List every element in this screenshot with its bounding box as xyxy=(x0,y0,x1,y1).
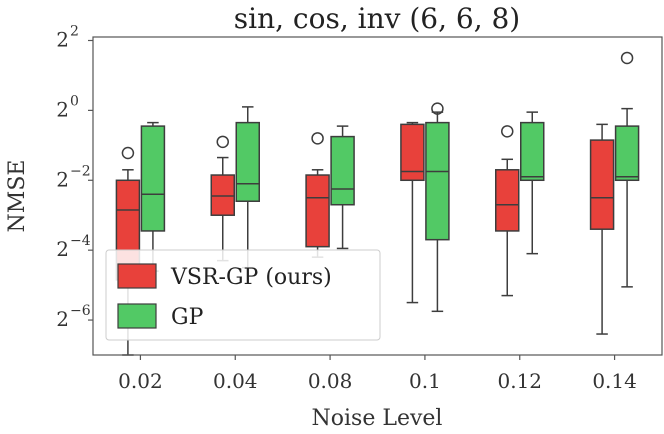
outlier-point xyxy=(501,125,514,138)
box-body xyxy=(305,174,330,248)
box-body xyxy=(520,121,545,182)
box-body xyxy=(210,174,235,216)
vsr-gp-ours-box-4 xyxy=(495,125,520,297)
outlier-point xyxy=(311,132,324,145)
outlier-point xyxy=(216,135,229,149)
y-tick-exponent: 0 xyxy=(70,93,79,109)
box-body xyxy=(400,123,425,182)
legend-label: GP xyxy=(171,305,204,330)
outlier-point xyxy=(121,146,135,160)
vsr-gp-ours-box-3 xyxy=(400,121,425,304)
y-tick-label: 2 xyxy=(56,97,69,121)
y-tick-exponent: −4 xyxy=(70,233,91,249)
plot-frame xyxy=(92,36,663,356)
vsr-gp-ours-box-5 xyxy=(589,123,615,335)
box-body xyxy=(495,169,520,232)
y-tick-label: 2 xyxy=(56,307,69,331)
box-body xyxy=(235,121,260,202)
gp-box-2 xyxy=(330,125,355,250)
y-tick-exponent: −6 xyxy=(70,303,91,319)
chart-title: sin, cos, inv (6, 6, 8) xyxy=(234,2,520,35)
x-tick-label: 0.12 xyxy=(497,369,542,393)
box-body xyxy=(614,125,640,182)
gp-box-4 xyxy=(520,111,545,255)
legend-swatch xyxy=(117,263,157,289)
y-tick-exponent: 2 xyxy=(70,23,79,39)
x-axis-label: Noise Level xyxy=(312,406,443,431)
outlier-point xyxy=(620,51,634,65)
y-tick-label: 2 xyxy=(56,237,69,261)
legend-swatch xyxy=(117,303,157,329)
box-body xyxy=(140,125,166,232)
box-body xyxy=(589,139,615,230)
y-tick-label: 2 xyxy=(56,167,69,191)
x-tick-label: 0.08 xyxy=(308,369,353,393)
gp-box-3 xyxy=(425,102,450,313)
gp-box-0 xyxy=(140,121,166,272)
outlier-point xyxy=(431,102,444,115)
y-axis-label: NMSE xyxy=(5,160,30,233)
legend-label: VSR-GP (ours) xyxy=(170,265,332,290)
x-tick-label: 0.1 xyxy=(409,369,441,393)
gp-box-5 xyxy=(614,51,640,288)
y-tick-label: 2 xyxy=(56,27,69,51)
legend-box xyxy=(105,249,381,341)
x-tick-label: 0.14 xyxy=(592,369,637,393)
y-tick-exponent: −2 xyxy=(70,163,91,179)
x-tick-label: 0.02 xyxy=(118,369,163,393)
gp-box-1 xyxy=(235,106,260,269)
box-body xyxy=(425,121,450,241)
box-body xyxy=(330,135,355,206)
vsr-gp-ours-box-1 xyxy=(210,135,235,262)
vsr-gp-ours-box-2 xyxy=(305,132,330,258)
x-tick-label: 0.04 xyxy=(213,369,258,393)
legend: VSR-GP (ours) GP xyxy=(105,249,381,341)
